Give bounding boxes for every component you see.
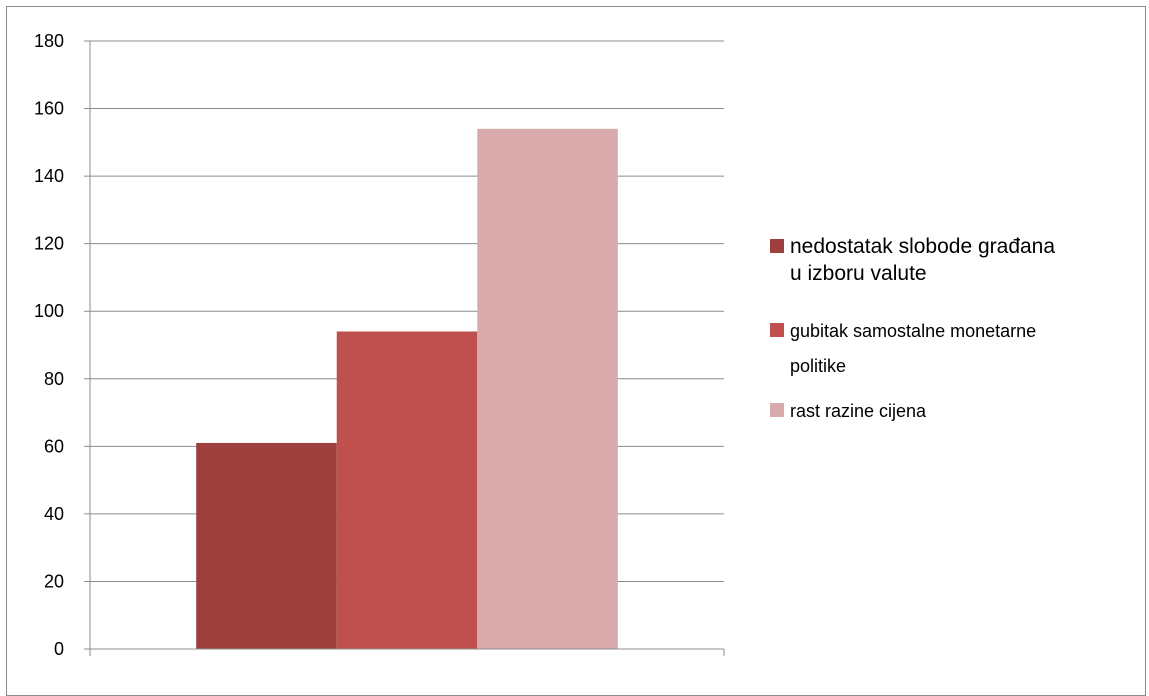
y-tick-label: 180 (34, 31, 64, 51)
legend-label: politike (790, 356, 846, 376)
legend-swatch (770, 323, 784, 337)
legend-swatch (770, 403, 784, 417)
legend: nedostatak slobode građana u izboru valut… (770, 235, 1055, 421)
y-tick-label: 100 (34, 301, 64, 321)
legend-label: nedostatak slobode građana (790, 235, 1055, 258)
bar (477, 128, 618, 650)
bar-chart: 0 20 40 60 80 100 120 140 160 180 nedostatak slob… (34, 31, 1055, 659)
bar (336, 331, 478, 649)
axes (89, 41, 725, 656)
y-tick-label: 80 (44, 369, 64, 389)
y-tick-label: 0 (54, 639, 64, 659)
y-tick-label: 160 (34, 99, 64, 119)
y-tick-label: 20 (44, 571, 64, 591)
y-tick-label: 40 (44, 504, 64, 524)
legend-label: rast razine cijena (790, 401, 927, 421)
y-tick-labels: 0 20 40 60 80 100 120 140 160 180 (34, 31, 64, 659)
legend-label: u izboru valute (790, 262, 927, 285)
bars (196, 128, 618, 650)
bar (196, 442, 337, 649)
legend-label: gubitak samostalne monetarne (790, 321, 1036, 341)
y-tick-label: 120 (34, 234, 64, 254)
y-tick-label: 60 (44, 436, 64, 456)
y-tick-label: 140 (34, 166, 64, 186)
legend-swatch (770, 239, 784, 253)
